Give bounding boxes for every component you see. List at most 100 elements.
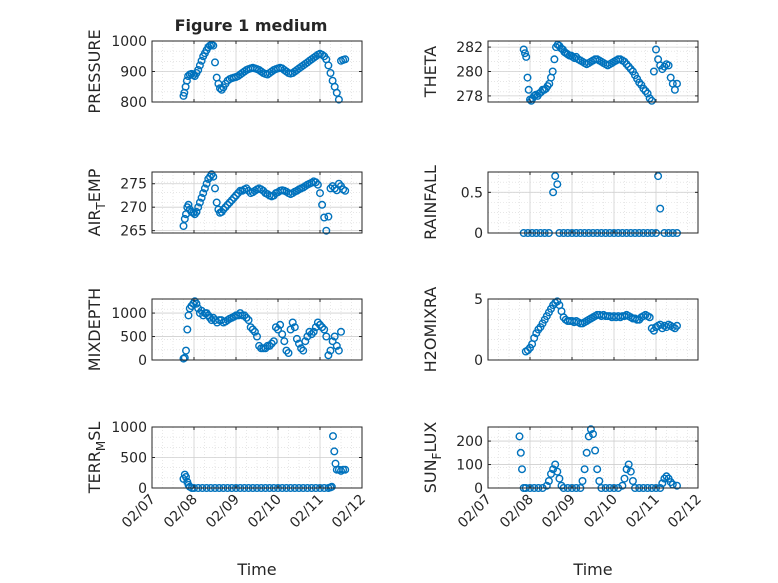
- y-tick-label: 900: [120, 65, 147, 81]
- data-point: [197, 56, 206, 65]
- data-point: [332, 341, 341, 350]
- x-tick-label: 02/10: [581, 492, 621, 532]
- y-tick-label: 200: [456, 434, 483, 450]
- data-point: [523, 346, 532, 355]
- data-point: [593, 465, 602, 474]
- data-point: [318, 200, 327, 209]
- data-point: [328, 337, 337, 346]
- y-tick-label: 270: [120, 200, 147, 216]
- y-tick-label: 800: [120, 95, 147, 111]
- data-point: [549, 188, 558, 197]
- x-tick-label: 02/07: [119, 492, 159, 532]
- data-point: [309, 327, 318, 336]
- data-point: [550, 55, 559, 64]
- data-point: [324, 351, 333, 360]
- data-point: [626, 65, 635, 74]
- data-point: [620, 474, 629, 483]
- y-axis-label: SUNFLUX: [421, 422, 444, 494]
- data-point: [288, 318, 297, 327]
- axes-box: [151, 171, 363, 234]
- data-point: [589, 430, 598, 439]
- data-point: [189, 208, 198, 217]
- y-axis-label: THETA: [421, 46, 440, 98]
- data-point: [322, 332, 331, 341]
- data-point: [320, 213, 329, 222]
- y-axis-label: TERRMSL: [85, 422, 108, 495]
- data-point: [299, 346, 308, 355]
- data-point: [305, 327, 314, 336]
- axes-2: 278 280 282 THETA: [421, 40, 699, 105]
- data-point: [673, 321, 682, 330]
- data-point: [329, 432, 338, 441]
- y-tick-label: 5: [474, 292, 483, 308]
- data-point: [521, 49, 530, 58]
- axes-5: 0 500 1000 MIXDEPTH: [85, 288, 363, 371]
- data-point: [542, 481, 551, 490]
- data-point: [303, 332, 312, 341]
- y-tick-label: 280: [456, 65, 483, 81]
- y-tick-label: 278: [456, 89, 483, 105]
- data-point: [181, 473, 190, 482]
- y-tick-label: 0: [138, 353, 147, 369]
- data-point: [292, 334, 301, 343]
- axes-8: 0 100 200 02/07 02/08 02/09 02/10 02/11 02/12 SUN…: [421, 422, 705, 579]
- data-point: [301, 337, 310, 346]
- x-tick-label: 02/09: [203, 492, 243, 532]
- data-point: [316, 189, 325, 198]
- data-point: [246, 323, 255, 332]
- data-point: [551, 460, 560, 469]
- data-point: [286, 325, 295, 334]
- data-point: [210, 184, 219, 193]
- data-point: [274, 325, 283, 334]
- data-point: [326, 346, 335, 355]
- data-point: [515, 432, 524, 441]
- x-tick-label: 02/12: [329, 492, 369, 532]
- y-tick-label: 500: [120, 451, 147, 467]
- y-axis-label: H2OMIXRA: [421, 287, 440, 373]
- data-point: [664, 61, 673, 70]
- axes-box: [487, 171, 699, 234]
- x-tick-label: 02/11: [287, 492, 327, 532]
- data-point: [215, 84, 224, 93]
- data-point: [530, 334, 539, 343]
- data-point: [261, 344, 270, 353]
- data-point: [324, 212, 333, 221]
- data-point: [223, 76, 232, 85]
- data-point: [320, 325, 329, 334]
- data-point: [578, 477, 587, 486]
- data-point: [223, 200, 232, 209]
- y-tick-label: 0: [474, 226, 483, 242]
- data-point: [318, 50, 327, 59]
- data-point: [195, 198, 204, 207]
- data-point: [182, 76, 191, 85]
- x-tick-label: 02/08: [497, 492, 537, 532]
- data-point: [210, 58, 219, 67]
- data-point: [184, 200, 193, 209]
- data-point: [548, 67, 557, 76]
- data-point: [181, 346, 190, 355]
- data-point: [326, 68, 335, 77]
- data-point: [242, 184, 251, 193]
- axes-6: 0 5 H2OMIXRA: [421, 287, 699, 373]
- data-point: [212, 198, 221, 207]
- data-point: [626, 467, 635, 476]
- data-point: [618, 481, 627, 490]
- data-point: [635, 78, 644, 87]
- data-point: [231, 191, 240, 200]
- y-tick-label: 0: [474, 481, 483, 497]
- data-point: [622, 465, 631, 474]
- data-point: [332, 88, 341, 97]
- axes-1: 800 900 1000 PRESSURE: [85, 29, 363, 114]
- x-tick-label: 02/07: [455, 492, 495, 532]
- y-tick-label: 1000: [111, 420, 147, 436]
- data-point: [628, 477, 637, 486]
- data-point: [652, 45, 661, 54]
- data-point: [324, 61, 333, 70]
- data-point: [252, 332, 261, 341]
- data-point: [276, 320, 285, 329]
- data-point: [267, 339, 276, 348]
- data-point: [221, 203, 230, 212]
- data-point: [647, 96, 656, 105]
- data-point: [660, 62, 669, 71]
